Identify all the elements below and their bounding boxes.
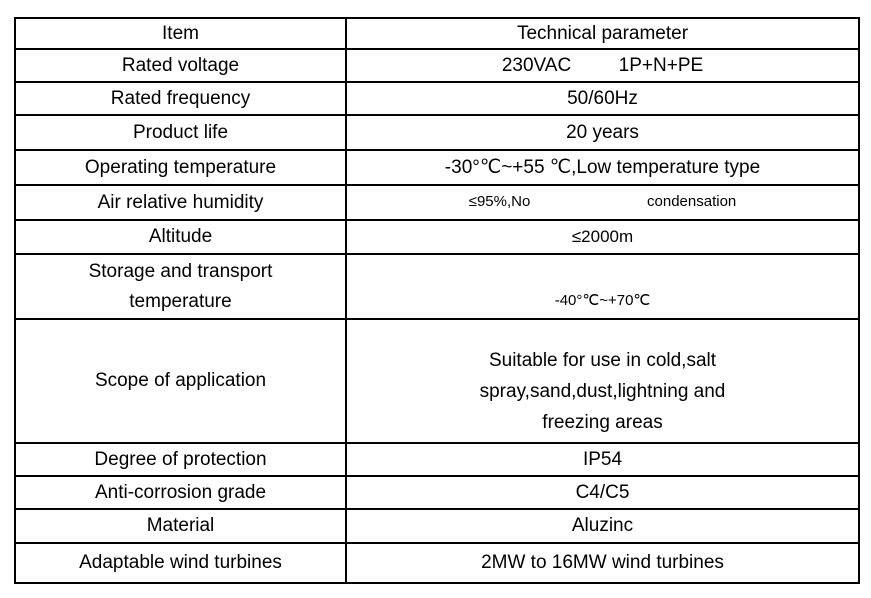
value-cell-rated-frequency: 50/60Hz: [345, 81, 860, 116]
item-cell-anti-corrosion-grade: Anti-corrosion grade: [14, 475, 347, 510]
item-cell-material: Material: [14, 508, 347, 544]
value-cell-scope-of-application: Suitable for use in cold,salt spray,sand…: [345, 318, 860, 444]
item-cell-storage-transport-temperature: Storage and transport temperature: [14, 253, 347, 320]
item-cell-rated-frequency: Rated frequency: [14, 81, 347, 116]
value-cell-material: Aluzinc: [345, 508, 860, 544]
value-cell-storage-transport-temperature: -40°℃~+70℃: [345, 253, 860, 320]
item-cell-operating-temperature: Operating temperature: [14, 149, 347, 186]
table-row-altitude: Altitude ≤2000m: [14, 219, 860, 255]
table-row-rated-frequency: Rated frequency 50/60Hz: [14, 81, 860, 116]
table-row-material: Material Aluzinc: [14, 508, 860, 544]
item-cell-altitude: Altitude: [14, 219, 347, 255]
value-cell-operating-temperature: -30°℃~+55 ℃,Low temperature type: [345, 149, 860, 186]
table-row-adaptable-wind-turbines: Adaptable wind turbines 2MW to 16MW wind…: [14, 542, 860, 584]
table-row-anti-corrosion-grade: Anti-corrosion grade C4/C5: [14, 475, 860, 510]
header-parameter-cell: Technical parameter: [345, 17, 860, 50]
value-cell-degree-of-protection: IP54: [345, 442, 860, 477]
item-cell-scope-of-application: Scope of application: [14, 318, 347, 444]
table-row-scope-of-application: Scope of application Suitable for use in…: [14, 318, 860, 444]
item-cell-rated-voltage: Rated voltage: [14, 48, 347, 83]
value-cell-air-relative-humidity: ≤95%,No condensation: [345, 184, 860, 221]
value-cell-anti-corrosion-grade: C4/C5: [345, 475, 860, 510]
value-cell-rated-voltage: 230VAC 1P+N+PE: [345, 48, 860, 83]
table-row-rated-voltage: Rated voltage 230VAC 1P+N+PE: [14, 48, 860, 83]
header-item-cell: Item: [14, 17, 347, 50]
value-cell-product-life: 20 years: [345, 114, 860, 151]
value-cell-altitude: ≤2000m: [345, 219, 860, 255]
table-row-degree-of-protection: Degree of protection IP54: [14, 442, 860, 477]
table-row-product-life: Product life 20 years: [14, 114, 860, 151]
table-row-operating-temperature: Operating temperature -30°℃~+55 ℃,Low te…: [14, 149, 860, 186]
item-cell-product-life: Product life: [14, 114, 347, 151]
table-row-air-relative-humidity: Air relative humidity ≤95%,No condensati…: [14, 184, 860, 221]
table-header-row: Item Technical parameter: [14, 17, 860, 50]
value-cell-adaptable-wind-turbines: 2MW to 16MW wind turbines: [345, 542, 860, 584]
item-cell-air-relative-humidity: Air relative humidity: [14, 184, 347, 221]
item-cell-degree-of-protection: Degree of protection: [14, 442, 347, 477]
technical-parameters-table: Item Technical parameter Rated voltage 2…: [14, 17, 860, 584]
item-cell-adaptable-wind-turbines: Adaptable wind turbines: [14, 542, 347, 584]
table-row-storage-transport-temperature: Storage and transport temperature -40°℃~…: [14, 253, 860, 320]
